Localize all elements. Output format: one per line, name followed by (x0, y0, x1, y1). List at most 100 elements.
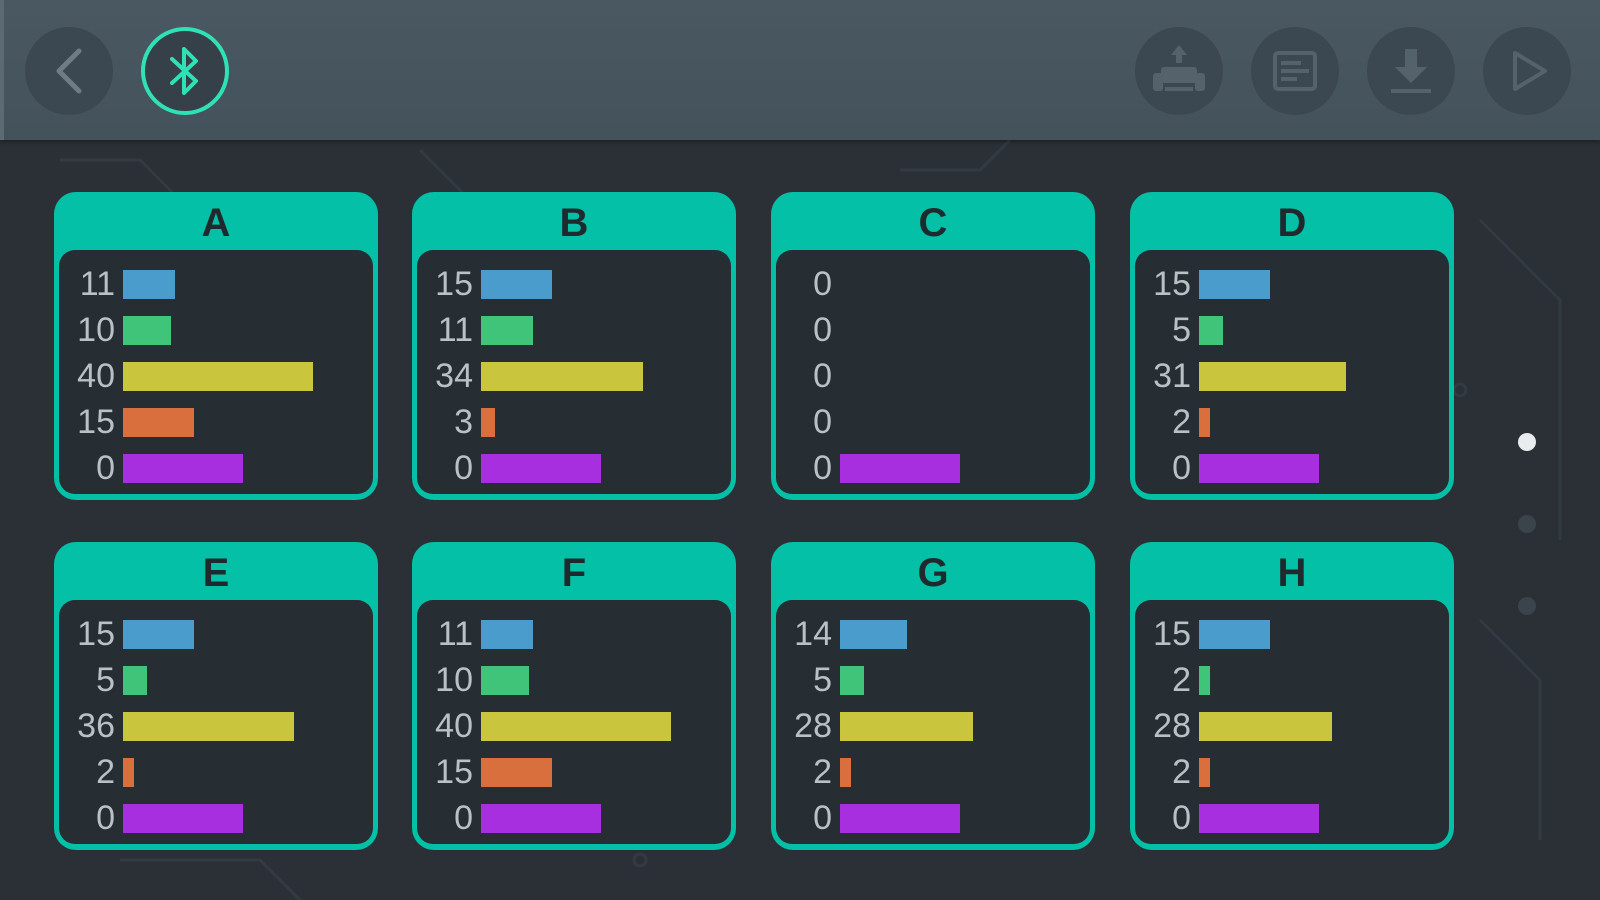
value-row: 40 (417, 703, 731, 749)
port-card-c[interactable]: C 0 0 0 0 0 (771, 192, 1095, 500)
value-row: 36 (59, 703, 373, 749)
value-number: 15 (1153, 615, 1191, 653)
value-number: 14 (794, 615, 832, 653)
value-bar (840, 666, 864, 695)
value-row: 0 (1135, 795, 1449, 841)
value-bar (1199, 712, 1332, 741)
value-row: 2 (1135, 749, 1449, 795)
port-card-b[interactable]: B 15 11 34 3 0 (412, 192, 736, 500)
value-bar (481, 362, 643, 391)
value-number: 15 (1153, 265, 1191, 303)
value-row: 15 (417, 261, 731, 307)
value-number: 5 (1172, 311, 1191, 349)
value-number: 0 (96, 449, 115, 487)
page-indicator-dot-3[interactable] (1518, 597, 1536, 615)
value-row: 11 (417, 611, 731, 657)
value-bar (1199, 620, 1270, 649)
value-row: 0 (776, 795, 1090, 841)
value-row: 0 (776, 399, 1090, 445)
value-number: 0 (813, 799, 832, 837)
value-bar (123, 408, 194, 437)
value-bar (1199, 408, 1210, 437)
value-number: 28 (794, 707, 832, 745)
port-card-title: A (201, 201, 231, 245)
value-number: 5 (813, 661, 832, 699)
value-bar (481, 804, 601, 833)
value-row: 28 (1135, 703, 1449, 749)
value-number: 15 (435, 753, 473, 791)
port-card-g[interactable]: G 14 5 28 2 0 (771, 542, 1095, 850)
value-bar (1199, 316, 1223, 345)
value-number: 40 (435, 707, 473, 745)
port-card-title: E (202, 551, 230, 595)
value-number: 0 (454, 799, 473, 837)
document-button[interactable] (1251, 27, 1339, 115)
page-indicator-dot-1[interactable] (1518, 433, 1536, 451)
page-indicator-dot-2[interactable] (1518, 515, 1536, 533)
value-number: 5 (96, 661, 115, 699)
play-button[interactable] (1483, 27, 1571, 115)
port-card-body: 11 10 40 15 0 (417, 600, 731, 844)
value-bar (481, 316, 533, 345)
value-row: 2 (59, 749, 373, 795)
back-button[interactable] (25, 27, 113, 115)
robot-car-icon (1153, 45, 1205, 91)
robot-car-button[interactable] (1135, 27, 1223, 115)
value-row: 5 (1135, 307, 1449, 353)
download-button[interactable] (1367, 27, 1455, 115)
value-bar (123, 362, 313, 391)
value-row: 14 (776, 611, 1090, 657)
value-number: 15 (77, 403, 115, 441)
port-card-title: G (917, 551, 949, 595)
port-card-body: 15 5 36 2 0 (59, 600, 373, 844)
value-row: 0 (59, 795, 373, 841)
value-bar (840, 804, 960, 833)
port-card-d[interactable]: D 15 5 31 2 0 (1130, 192, 1454, 500)
port-card-e[interactable]: E 15 5 36 2 0 (54, 542, 378, 850)
value-bar (123, 666, 147, 695)
value-row: 15 (1135, 261, 1449, 307)
value-bar (1199, 758, 1210, 787)
value-row: 15 (59, 611, 373, 657)
value-bar (123, 712, 294, 741)
value-row: 0 (1135, 445, 1449, 491)
value-row: 2 (776, 749, 1090, 795)
value-row: 11 (59, 261, 373, 307)
bluetooth-button[interactable] (141, 27, 229, 115)
value-number: 0 (813, 449, 832, 487)
value-row: 34 (417, 353, 731, 399)
value-bar (481, 758, 552, 787)
value-number: 0 (1172, 449, 1191, 487)
value-row: 0 (59, 445, 373, 491)
value-row: 0 (776, 261, 1090, 307)
value-bar (840, 454, 960, 483)
value-number: 0 (1172, 799, 1191, 837)
value-row: 5 (776, 657, 1090, 703)
port-card-title: B (559, 201, 589, 245)
value-row: 0 (776, 445, 1090, 491)
value-row: 15 (1135, 611, 1449, 657)
port-card-body: 14 5 28 2 0 (776, 600, 1090, 844)
value-number: 36 (77, 707, 115, 745)
value-row: 0 (776, 307, 1090, 353)
value-number: 10 (435, 661, 473, 699)
value-number: 0 (96, 799, 115, 837)
value-bar (1199, 454, 1319, 483)
value-bar (123, 454, 243, 483)
value-bar (123, 804, 243, 833)
value-number: 3 (454, 403, 473, 441)
value-row: 3 (417, 399, 731, 445)
value-number: 40 (77, 357, 115, 395)
port-card-a[interactable]: A 11 10 40 15 0 (54, 192, 378, 500)
value-bar (481, 620, 533, 649)
port-card-h[interactable]: H 15 2 28 2 0 (1130, 542, 1454, 850)
value-number: 11 (437, 615, 473, 653)
value-bar (123, 620, 194, 649)
download-icon (1391, 49, 1431, 93)
document-icon (1273, 51, 1317, 91)
value-row: 5 (59, 657, 373, 703)
value-row: 15 (59, 399, 373, 445)
value-row: 0 (417, 445, 731, 491)
value-bar (1199, 362, 1346, 391)
port-card-f[interactable]: F 11 10 40 15 0 (412, 542, 736, 850)
